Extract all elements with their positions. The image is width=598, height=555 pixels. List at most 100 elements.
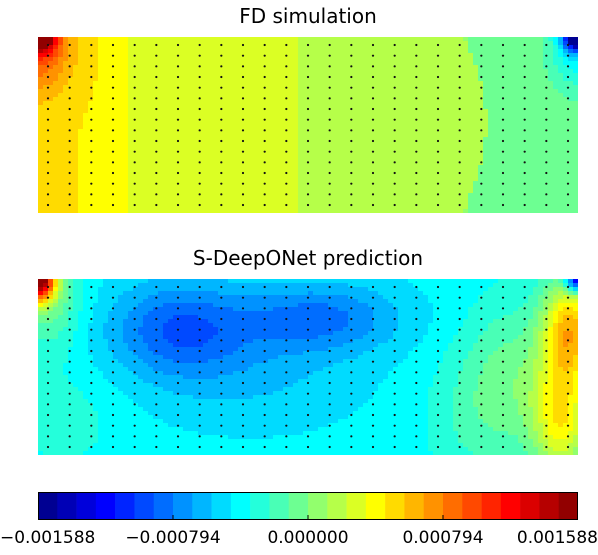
- fd-simulation-cell: [303, 121, 309, 126]
- fd-simulation-cell: [558, 73, 564, 78]
- fd-simulation-cell: [568, 89, 574, 94]
- fd-simulation-cell: [48, 69, 54, 74]
- fd-simulation-cell: [188, 101, 194, 106]
- fd-simulation-cell: [83, 205, 89, 210]
- fd-simulation-cell: [363, 197, 369, 202]
- fd-simulation-cell: [43, 49, 49, 54]
- fd-simulation-cell: [163, 185, 169, 190]
- fd-simulation-cell: [483, 145, 489, 150]
- fd-simulation-cell: [133, 101, 139, 106]
- fd-simulation-cell: [473, 65, 479, 70]
- fd-simulation-cell: [358, 121, 364, 126]
- fd-simulation-node-dot: [350, 118, 353, 121]
- fd-simulation-cell: [183, 125, 189, 130]
- fd-simulation-cell: [388, 97, 394, 102]
- fd-simulation-cell: [238, 121, 244, 126]
- fd-simulation-cell: [228, 185, 234, 190]
- fd-simulation-cell: [118, 137, 124, 142]
- fd-simulation-cell: [263, 133, 269, 138]
- fd-simulation-cell: [198, 169, 204, 174]
- fd-simulation-cell: [418, 197, 424, 202]
- fd-simulation-cell: [153, 157, 159, 162]
- fd-simulation-cell: [478, 77, 484, 82]
- fd-simulation-cell: [143, 65, 149, 70]
- fd-simulation-cell: [463, 69, 469, 74]
- fd-simulation-cell: [128, 165, 134, 170]
- fd-simulation-node-dot: [241, 54, 245, 57]
- fd-simulation-cell: [403, 145, 409, 150]
- fd-simulation-cell: [298, 177, 304, 182]
- fd-simulation-cell: [168, 117, 174, 122]
- fd-simulation-cell: [388, 165, 394, 170]
- fd-simulation-cell: [423, 161, 429, 166]
- fd-simulation-cell: [398, 77, 404, 82]
- fd-simulation-cell: [308, 185, 314, 190]
- fd-simulation-cell: [143, 185, 149, 190]
- fd-simulation-cell: [323, 129, 329, 134]
- fd-simulation-cell: [448, 97, 454, 102]
- fd-simulation-cell: [153, 109, 159, 114]
- fd-simulation-cell: [73, 189, 79, 194]
- fd-simulation-cell: [468, 153, 474, 158]
- fd-simulation-cell: [448, 145, 454, 150]
- fd-simulation-cell: [208, 121, 214, 126]
- fd-simulation-cell: [178, 53, 184, 58]
- fd-simulation-node-dot: [306, 107, 310, 111]
- fd-simulation-cell: [128, 153, 134, 158]
- fd-simulation-cell: [43, 89, 49, 94]
- fd-simulation-cell: [173, 161, 179, 166]
- fd-simulation-cell: [53, 61, 59, 66]
- fd-simulation-cell: [343, 177, 349, 182]
- fd-simulation-cell: [378, 81, 384, 86]
- fd-simulation-cell: [443, 89, 449, 94]
- fd-simulation-cell: [128, 61, 134, 66]
- fd-simulation-cell: [408, 193, 414, 198]
- fd-simulation-cell: [378, 125, 384, 130]
- fd-simulation-cell: [273, 53, 279, 58]
- fd-simulation-cell: [113, 133, 119, 138]
- fd-simulation-cell: [68, 121, 74, 126]
- fd-simulation-cell: [143, 129, 149, 134]
- fd-simulation-cell: [83, 117, 89, 122]
- fd-simulation-cell: [398, 85, 404, 90]
- fd-simulation-cell: [388, 197, 394, 202]
- fd-simulation-cell: [243, 57, 249, 62]
- fd-simulation-cell: [348, 105, 354, 110]
- fd-simulation-cell: [108, 133, 114, 138]
- fd-simulation-cell: [478, 105, 484, 110]
- fd-simulation-cell: [508, 73, 514, 78]
- fd-simulation-cell: [353, 205, 359, 210]
- fd-simulation-cell: [38, 113, 44, 118]
- fd-simulation-cell: [123, 121, 129, 126]
- fd-simulation-cell: [228, 97, 234, 102]
- fd-simulation-cell: [58, 57, 64, 62]
- fd-simulation-cell: [213, 57, 219, 62]
- fd-simulation-cell: [298, 161, 304, 166]
- fd-simulation-cell: [168, 61, 174, 66]
- fd-simulation-cell: [348, 173, 354, 178]
- fd-simulation-cell: [473, 153, 479, 158]
- fd-simulation-node-dot: [263, 65, 266, 68]
- fd-simulation-cell: [438, 129, 444, 134]
- fd-simulation-cell: [303, 201, 309, 206]
- fd-simulation-cell: [88, 141, 94, 146]
- fd-simulation-node-dot: [480, 65, 483, 68]
- fd-simulation-cell: [488, 141, 494, 146]
- fd-simulation-cell: [568, 197, 574, 202]
- fd-simulation-cell: [93, 141, 99, 146]
- fd-simulation-cell: [268, 113, 274, 118]
- fd-simulation-cell: [238, 177, 244, 182]
- fd-simulation-cell: [348, 169, 354, 174]
- fd-simulation-cell: [228, 169, 234, 174]
- fd-simulation-cell: [328, 165, 334, 170]
- fd-simulation-cell: [468, 169, 474, 174]
- fd-simulation-cell: [153, 41, 159, 46]
- fd-simulation-cell: [528, 125, 534, 130]
- fd-simulation-cell: [433, 109, 439, 114]
- fd-simulation-node-dot: [480, 129, 483, 132]
- fd-simulation-cell: [463, 37, 469, 42]
- fd-simulation-cell: [338, 165, 344, 170]
- fd-simulation-cell: [113, 85, 119, 90]
- fd-simulation-cell: [123, 113, 129, 118]
- fd-simulation-cell: [368, 53, 374, 58]
